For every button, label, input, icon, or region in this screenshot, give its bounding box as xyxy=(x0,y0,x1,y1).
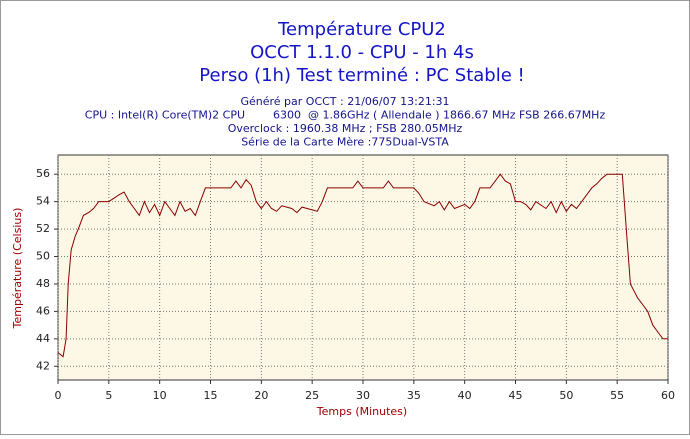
y-tick-label: 54 xyxy=(36,195,50,208)
plot-area xyxy=(57,154,669,381)
x-tick-label: 30 xyxy=(356,389,370,402)
x-axis-label: Temps (Minutes) xyxy=(316,405,407,418)
x-tick-label: 35 xyxy=(407,389,421,402)
y-tick-label: 56 xyxy=(36,167,50,180)
chart-title: Température CPU2 xyxy=(277,19,446,40)
y-tick-label: 50 xyxy=(36,250,50,263)
x-tick-label: 40 xyxy=(458,389,472,402)
x-tick-label: 20 xyxy=(254,389,268,402)
y-tick-label: 46 xyxy=(36,304,50,317)
y-tick-label: 42 xyxy=(36,359,50,372)
x-tick-label: 60 xyxy=(661,389,675,402)
chart-title: OCCT 1.1.0 - CPU - 1h 4s xyxy=(250,42,474,63)
x-tick-label: 5 xyxy=(105,389,112,402)
subtitle: Série de la Carte Mère :775Dual-VSTA xyxy=(241,136,449,149)
x-tick-label: 25 xyxy=(305,389,319,402)
x-tick-label: 55 xyxy=(610,389,624,402)
chart-title: Perso (1h) Test terminé : PC Stable ! xyxy=(199,65,524,86)
y-axis-label: Température (Celsius) xyxy=(11,208,24,330)
x-tick-label: 10 xyxy=(153,389,167,402)
x-tick-label: 50 xyxy=(559,389,573,402)
x-tick-label: 15 xyxy=(204,389,218,402)
y-tick-label: 44 xyxy=(36,332,50,345)
subtitle: Généré par OCCT : 21/06/07 13:21:31 xyxy=(240,95,449,108)
subtitle: Overclock : 1960.38 MHz ; FSB 280.05MHz xyxy=(228,122,463,135)
y-tick-label: 52 xyxy=(36,222,50,235)
subtitle: CPU : Intel(R) Core(TM)2 CPU 6300 @ 1.86… xyxy=(85,109,606,122)
x-tick-label: 45 xyxy=(509,389,523,402)
x-tick-label: 0 xyxy=(55,389,62,402)
y-tick-label: 48 xyxy=(36,277,50,290)
data-line xyxy=(57,173,668,358)
